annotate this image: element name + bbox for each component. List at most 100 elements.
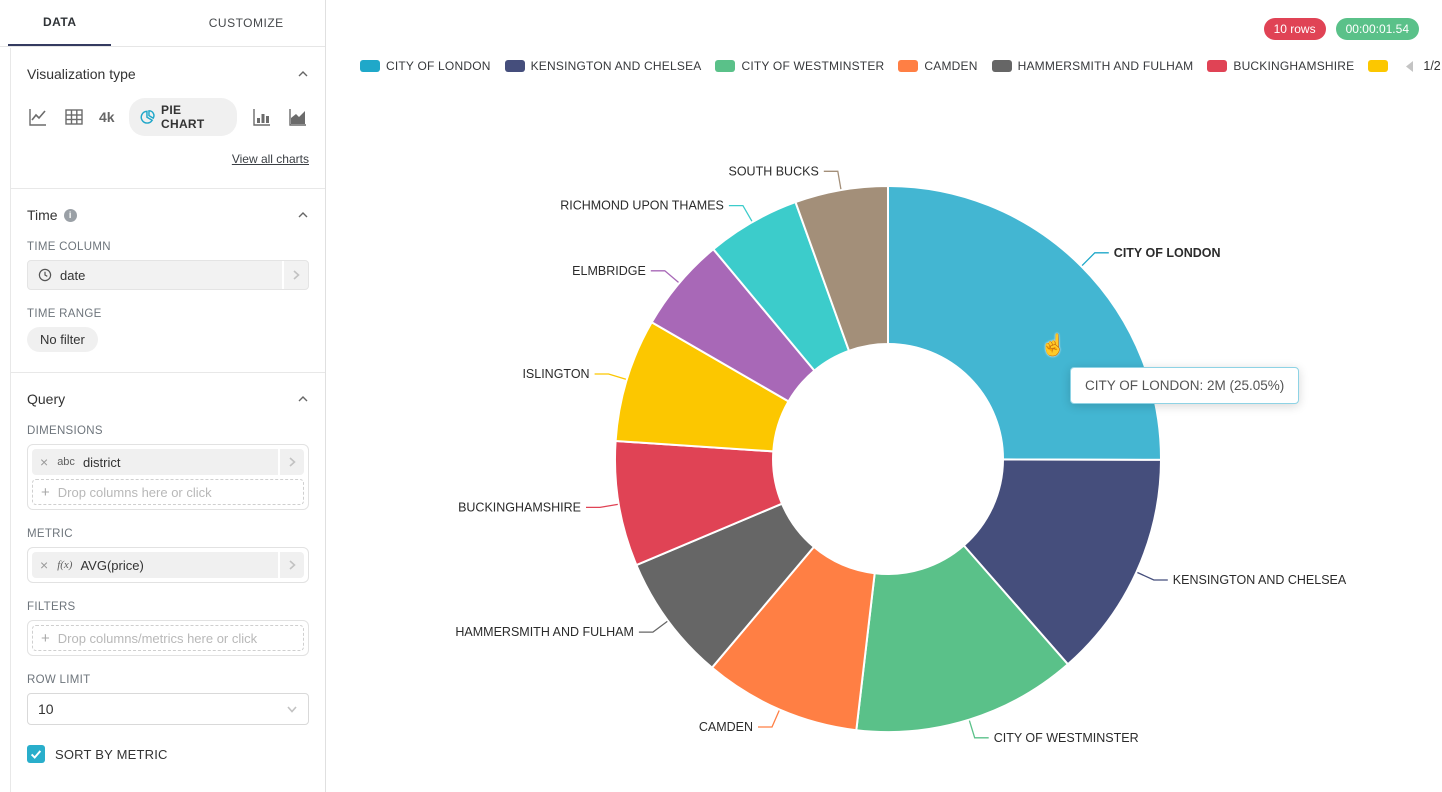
pie-label-buckinghamshire: BUCKINGHAMSHIRE <box>458 500 581 514</box>
chevron-right-icon[interactable] <box>282 261 308 289</box>
pie-label-leader-line <box>638 620 668 633</box>
visualization-type-section: Visualization type <box>11 48 325 189</box>
legend-swatch <box>991 60 1012 72</box>
legend-label: KENSINGTON AND CHELSEA <box>530 59 702 73</box>
legend-prev-icon[interactable] <box>1404 60 1415 73</box>
chevron-down-icon <box>287 706 297 713</box>
tab-customize[interactable]: CUSTOMIZE <box>208 16 284 30</box>
row-count-badge: 10 rows <box>1263 18 1326 40</box>
pie-chart-button[interactable]: PIE CHART <box>128 98 237 136</box>
pie-label-leader-line <box>586 503 618 509</box>
legend-item-hammersmith-and-fulham[interactable]: HAMMERSMITH AND FULHAM <box>991 59 1194 73</box>
dimensions-dropzone[interactable]: + Drop columns here or click <box>32 479 304 505</box>
chevron-right-icon[interactable] <box>278 552 304 578</box>
legend-swatch <box>504 60 525 72</box>
query-section: Query DIMENSIONS × abc district <box>11 373 325 783</box>
legend-item-buckinghamshire[interactable]: BUCKINGHAMSHIRE <box>1207 59 1354 73</box>
legend-pagination: 1/2 <box>1404 59 1442 73</box>
row-limit-select[interactable]: 10 <box>27 693 309 725</box>
legend-item-city-of-westminster[interactable]: CITY OF WESTMINSTER <box>715 59 884 73</box>
clock-icon <box>38 268 52 282</box>
pie-label-camden: CAMDEN <box>699 720 753 734</box>
remove-icon[interactable]: × <box>40 454 49 470</box>
filters-placeholder: Drop columns/metrics here or click <box>57 630 258 646</box>
chart-panel: 10 rows 00:00:01.54 CITY OF LONDON KENSIN… <box>326 0 1442 792</box>
row-limit-label: ROW LIMIT <box>27 674 91 686</box>
legend-item-truncated[interactable] <box>1368 60 1389 72</box>
time-column-label: TIME COLUMN <box>27 241 111 253</box>
metric-chip-avg-price[interactable]: × f(x) AVG(price) <box>32 552 304 578</box>
collapse-chevron-up-icon[interactable] <box>297 209 309 221</box>
chart-tooltip: CITY OF LONDON: 2M (25.05%) <box>1070 367 1300 404</box>
table-icon[interactable] <box>63 106 85 128</box>
time-column-control[interactable]: date <box>27 260 309 290</box>
bar-chart-icon[interactable] <box>251 106 273 128</box>
view-all-charts-link[interactable]: View all charts <box>231 152 309 166</box>
filters-dropzone[interactable]: + Drop columns/metrics here or click <box>32 625 304 651</box>
pie-slice-city-of-london[interactable] <box>887 184 1163 461</box>
time-range-value-pill[interactable]: No filter <box>27 327 98 352</box>
legend-page-indicator: 1/2 <box>1423 59 1441 73</box>
row-limit-value: 10 <box>38 701 54 717</box>
pie-label-south-bucks: SOUTH BUCKS <box>729 164 819 178</box>
big-number-icon[interactable]: 4k <box>99 109 115 125</box>
pie-chart-icon <box>140 110 155 124</box>
legend-label: BUCKINGHAMSHIRE <box>1233 59 1355 73</box>
legend-swatch <box>360 60 380 72</box>
dimension-chip-label: district <box>82 454 121 470</box>
pie-slice-city-of-westminster[interactable] <box>855 544 1070 733</box>
pie-label-hammersmith-and-fulham: HAMMERSMITH AND FULHAM <box>455 625 633 639</box>
time-column-value: date <box>60 267 86 283</box>
chevron-right-icon[interactable] <box>278 449 304 475</box>
metric-label: METRIC <box>27 528 73 540</box>
legend-label: CITY OF WESTMINSTER <box>741 59 885 73</box>
legend-item-camden[interactable]: CAMDEN <box>898 59 977 73</box>
sidebar-tabbar: DATA CUSTOMIZE <box>0 0 325 47</box>
remove-icon[interactable]: × <box>40 557 49 573</box>
time-section-title: Time <box>27 207 58 223</box>
metric-box: × f(x) AVG(price) <box>27 547 309 583</box>
pie-label-leader-line <box>1137 571 1168 581</box>
dimensions-box: × abc district + Drop columns here or cl… <box>27 444 309 510</box>
control-panel-sidebar: DATA CUSTOMIZE Visualization type <box>0 0 326 792</box>
legend-swatch <box>1368 60 1389 72</box>
info-icon[interactable]: i <box>63 208 77 222</box>
area-chart-icon[interactable] <box>287 106 309 128</box>
pie-label-leader-line <box>650 270 679 283</box>
sidebar-scroll-area: Visualization type <box>10 48 325 792</box>
check-icon <box>30 750 42 759</box>
legend-swatch <box>1207 60 1228 72</box>
plus-icon: + <box>41 629 50 647</box>
dimension-chip-district[interactable]: × abc district <box>32 449 304 475</box>
pie-label-leader-line <box>728 204 753 222</box>
sort-by-metric-checkbox[interactable] <box>27 745 45 763</box>
tab-data[interactable]: DATA <box>8 0 112 46</box>
legend-item-kensington-and-chelsea[interactable]: KENSINGTON AND CHELSEA <box>504 59 702 73</box>
pie-label-islington: ISLINGTON <box>522 367 589 381</box>
legend-label: CAMDEN <box>924 59 978 73</box>
pie-label-city-of-london: CITY OF LONDON <box>1114 246 1221 260</box>
pie-label-leader-line <box>968 720 989 739</box>
pie-label-richmond-upon-thames: RICHMOND UPON THAMES <box>560 199 724 213</box>
legend-item-city-of-london[interactable]: CITY OF LONDON <box>360 59 491 73</box>
metric-chip-label: AVG(price) <box>80 557 144 573</box>
pie-label-elmbridge: ELMBRIDGE <box>572 264 646 278</box>
legend-label: CITY OF LONDON <box>386 59 491 73</box>
filters-label: FILTERS <box>27 601 76 613</box>
sort-by-metric-label: SORT BY METRIC <box>55 746 168 762</box>
pie-slice-kensington-and-chelsea[interactable] <box>962 458 1163 666</box>
metric-type-tag: f(x) <box>57 559 73 571</box>
chart-legend: CITY OF LONDON KENSINGTON AND CHELSEA CITY… <box>360 59 1441 73</box>
plus-icon: + <box>41 483 50 501</box>
collapse-chevron-up-icon[interactable] <box>297 393 309 405</box>
pie-label-leader-line <box>594 373 627 380</box>
line-chart-icon[interactable] <box>27 106 49 128</box>
dimensions-label: DIMENSIONS <box>27 425 103 437</box>
pie-label-kensington-and-chelsea: KENSINGTON AND CHELSEA <box>1173 573 1347 587</box>
legend-swatch <box>715 60 736 72</box>
query-timer-badge: 00:00:01.54 <box>1335 18 1419 40</box>
collapse-chevron-up-icon[interactable] <box>297 68 309 80</box>
time-range-label: TIME RANGE <box>27 308 102 320</box>
pie-slice-south-bucks[interactable] <box>794 184 889 353</box>
pie-label-leader-line <box>1081 252 1109 267</box>
